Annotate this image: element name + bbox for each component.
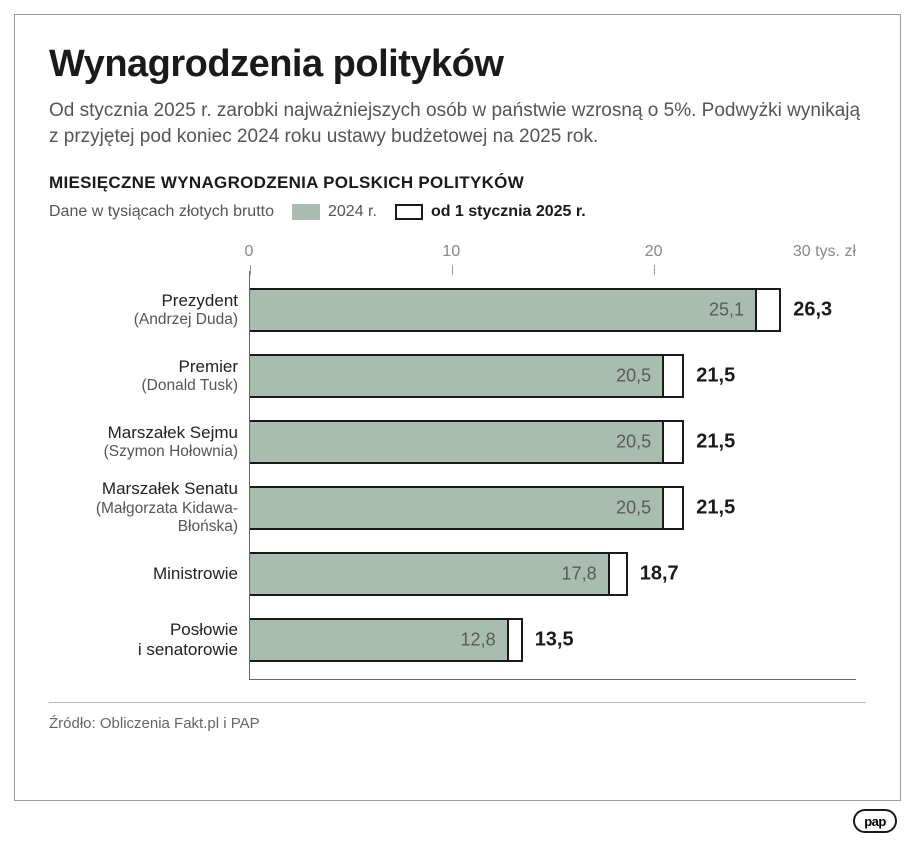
row-label: Prezydent(Andrzej Duda) bbox=[50, 291, 250, 330]
x-axis: 20100 30 tys. zł bbox=[249, 243, 856, 271]
legend-label-2025: od 1 stycznia 2025 r. bbox=[431, 203, 586, 221]
x-tick: 20 bbox=[645, 243, 663, 261]
value-2025: 26,3 bbox=[793, 299, 832, 322]
row-label: Posłowiei senatorowie bbox=[50, 620, 250, 661]
bar-chart: 20100 30 tys. zł Prezydent(Andrzej Duda)… bbox=[249, 243, 856, 680]
value-2025: 21,5 bbox=[696, 497, 735, 520]
subtitle-text: Od stycznia 2025 r. zarobki najważniejsz… bbox=[49, 98, 866, 149]
swatch-filled-icon bbox=[292, 204, 320, 220]
bar-wrap: 20,5 21,5 bbox=[250, 354, 856, 398]
bar-row: Ministrowie17,818,7 bbox=[250, 541, 856, 607]
legend-unit-note: Dane w tysiącach złotych brutto bbox=[49, 203, 274, 221]
bar-2024 bbox=[250, 552, 610, 596]
pap-logo-text: pap bbox=[864, 814, 886, 829]
bar-wrap: 17,8 18,7 bbox=[250, 552, 856, 596]
x-tick-mark bbox=[452, 265, 453, 275]
pap-logo: pap bbox=[853, 809, 897, 833]
value-2025: 21,5 bbox=[696, 431, 735, 454]
row-label-main: Marszałek Sejmu bbox=[50, 423, 238, 443]
row-label-main: i senatorowie bbox=[50, 640, 238, 660]
value-2024: 12,8 bbox=[461, 630, 496, 651]
bar-row: Prezydent(Andrzej Duda)25,126,3 bbox=[250, 277, 856, 343]
value-2024: 20,5 bbox=[616, 366, 651, 387]
row-label-main: Posłowie bbox=[50, 620, 238, 640]
x-tick: 0 bbox=[245, 243, 254, 261]
bar-wrap: 25,1 26,3 bbox=[250, 288, 856, 332]
value-2024: 20,5 bbox=[616, 432, 651, 453]
bar-2024 bbox=[250, 420, 664, 464]
row-label-main: Ministrowie bbox=[50, 564, 238, 584]
legend: Dane w tysiącach złotych brutto 2024 r. … bbox=[49, 203, 866, 221]
row-label-sub: (Małgorzata Kidawa-Błońska) bbox=[50, 500, 238, 537]
bar-wrap: 20,5 21,5 bbox=[250, 486, 856, 530]
row-label: Premier(Donald Tusk) bbox=[50, 357, 250, 396]
swatch-outline-icon bbox=[395, 204, 423, 220]
row-label-main: Premier bbox=[50, 357, 238, 377]
value-2025: 18,7 bbox=[640, 563, 679, 586]
x-tick-mark bbox=[654, 265, 655, 275]
value-2024: 20,5 bbox=[616, 498, 651, 519]
row-label-sub: (Andrzej Duda) bbox=[50, 311, 238, 330]
legend-label-2024: 2024 r. bbox=[328, 203, 377, 221]
x-tick: 10 bbox=[442, 243, 460, 261]
main-title: Wynagrodzenia polityków bbox=[49, 43, 866, 86]
value-2025: 21,5 bbox=[696, 365, 735, 388]
chart-frame: Wynagrodzenia polityków Od stycznia 2025… bbox=[14, 14, 901, 801]
row-label-main: Marszałek Senatu bbox=[50, 479, 238, 499]
legend-item-2024: 2024 r. bbox=[292, 203, 377, 221]
bar-row: Posłowiei senatorowie12,813,5 bbox=[250, 607, 856, 673]
bar-2024 bbox=[250, 486, 664, 530]
row-label-main: Prezydent bbox=[50, 291, 238, 311]
row-label-sub: (Donald Tusk) bbox=[50, 377, 238, 396]
bar-row: Marszałek Senatu(Małgorzata Kidawa-Błońs… bbox=[250, 475, 856, 541]
plot-area: Prezydent(Andrzej Duda)25,126,3Premier(D… bbox=[249, 271, 856, 680]
bar-2024 bbox=[250, 354, 664, 398]
bar-row: Marszałek Sejmu(Szymon Hołownia)20,521,5 bbox=[250, 409, 856, 475]
source-text: Źródło: Obliczenia Fakt.pl i PAP bbox=[49, 702, 866, 732]
value-2025: 13,5 bbox=[535, 629, 574, 652]
row-label: Marszałek Senatu(Małgorzata Kidawa-Błońs… bbox=[50, 479, 250, 537]
x-tick-mark bbox=[250, 265, 251, 275]
bar-row: Premier(Donald Tusk)20,521,5 bbox=[250, 343, 856, 409]
bar-wrap: 20,5 21,5 bbox=[250, 420, 856, 464]
section-title: MIESIĘCZNE WYNAGRODZENIA POLSKICH POLITY… bbox=[49, 173, 866, 193]
bar-2024 bbox=[250, 288, 757, 332]
bar-wrap: 12,8 13,5 bbox=[250, 618, 856, 662]
value-2024: 17,8 bbox=[562, 564, 597, 585]
row-label: Ministrowie bbox=[50, 564, 250, 584]
row-label: Marszałek Sejmu(Szymon Hołownia) bbox=[50, 423, 250, 462]
row-label-sub: (Szymon Hołownia) bbox=[50, 443, 238, 462]
x-axis-unit: 30 tys. zł bbox=[793, 243, 856, 261]
value-2024: 25,1 bbox=[709, 300, 744, 321]
legend-item-2025: od 1 stycznia 2025 r. bbox=[395, 203, 586, 221]
